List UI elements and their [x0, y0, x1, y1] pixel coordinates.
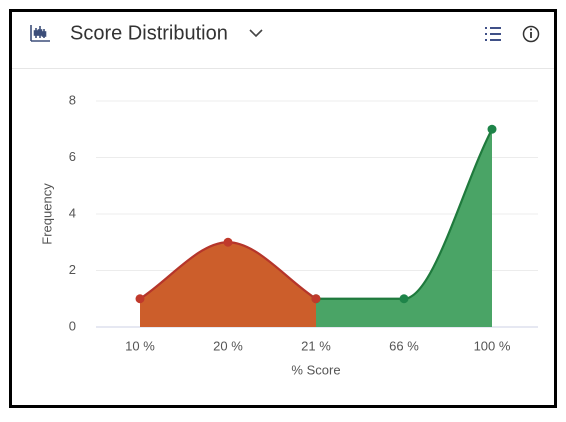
x-tick-label: 20 %: [213, 338, 243, 353]
area-line: [315, 128, 493, 300]
legend-toggle[interactable]: [485, 27, 501, 41]
x-axis-label: % Score: [291, 362, 340, 377]
data-point: [135, 294, 145, 304]
x-tick-label: 21 %: [301, 338, 331, 353]
data-point: [487, 124, 497, 134]
chart-icon: [30, 25, 50, 42]
x-tick-label: 100 %: [474, 338, 511, 353]
title-dropdown[interactable]: [249, 29, 263, 38]
card-title: Score Distribution: [70, 22, 228, 44]
data-point: [223, 237, 233, 247]
info-button[interactable]: [522, 25, 540, 43]
y-tick-label: 0: [69, 318, 76, 333]
y-tick-label: 8: [69, 92, 76, 107]
x-tick-label: 66 %: [389, 338, 419, 353]
data-point: [399, 294, 409, 304]
y-tick-label: 6: [69, 149, 76, 164]
y-tick-label: 4: [69, 205, 76, 220]
y-tick-label: 2: [69, 262, 76, 277]
y-axis-label: Frequency: [39, 183, 54, 245]
area-fill: [316, 129, 492, 327]
data-point: [311, 294, 321, 304]
x-tick-label: 10 %: [125, 338, 155, 353]
